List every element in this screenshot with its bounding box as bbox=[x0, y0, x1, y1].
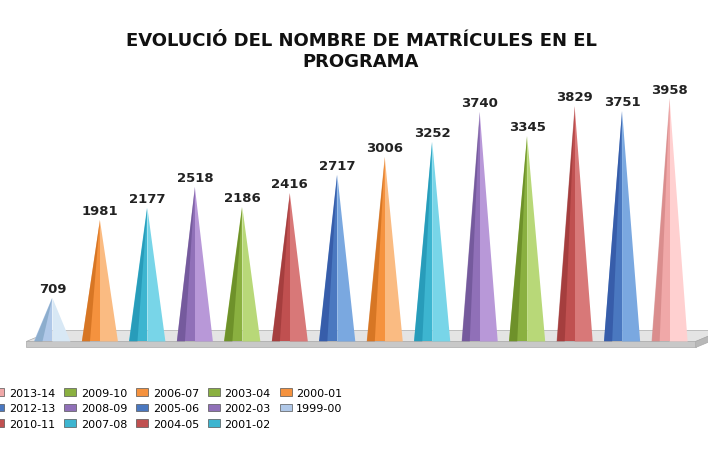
Polygon shape bbox=[195, 188, 213, 342]
Polygon shape bbox=[129, 208, 147, 342]
Polygon shape bbox=[479, 113, 497, 342]
Polygon shape bbox=[319, 175, 337, 342]
Polygon shape bbox=[337, 175, 355, 342]
Text: 3958: 3958 bbox=[651, 83, 688, 96]
Polygon shape bbox=[35, 298, 53, 342]
Polygon shape bbox=[26, 331, 722, 342]
Polygon shape bbox=[243, 208, 261, 342]
Polygon shape bbox=[367, 157, 385, 342]
Text: 2416: 2416 bbox=[271, 178, 308, 191]
Polygon shape bbox=[557, 107, 575, 342]
Polygon shape bbox=[26, 342, 696, 348]
Polygon shape bbox=[82, 220, 100, 342]
Polygon shape bbox=[651, 99, 669, 342]
Text: 3829: 3829 bbox=[556, 91, 593, 104]
Polygon shape bbox=[696, 331, 722, 348]
Polygon shape bbox=[100, 220, 118, 342]
Polygon shape bbox=[225, 208, 243, 342]
Text: 3252: 3252 bbox=[414, 126, 451, 139]
Polygon shape bbox=[414, 143, 432, 342]
Polygon shape bbox=[604, 112, 622, 342]
Polygon shape bbox=[432, 143, 451, 342]
Polygon shape bbox=[177, 188, 195, 342]
Text: 2177: 2177 bbox=[129, 193, 165, 206]
Polygon shape bbox=[319, 175, 337, 342]
Polygon shape bbox=[414, 143, 432, 342]
Text: 1981: 1981 bbox=[82, 205, 118, 218]
Text: 2717: 2717 bbox=[319, 159, 355, 172]
Polygon shape bbox=[147, 208, 165, 342]
Polygon shape bbox=[290, 194, 308, 342]
Polygon shape bbox=[509, 137, 527, 342]
Polygon shape bbox=[82, 220, 100, 342]
Polygon shape bbox=[129, 208, 147, 342]
Polygon shape bbox=[575, 107, 593, 342]
Polygon shape bbox=[385, 157, 403, 342]
Text: 3751: 3751 bbox=[604, 96, 640, 109]
Text: 2186: 2186 bbox=[224, 192, 261, 205]
Polygon shape bbox=[557, 107, 575, 342]
Polygon shape bbox=[53, 298, 71, 342]
Polygon shape bbox=[177, 188, 195, 342]
Text: EVOLUCIÓ DEL NOMBRE DE MATRÍCULES EN EL
PROGRAMA: EVOLUCIÓ DEL NOMBRE DE MATRÍCULES EN EL … bbox=[126, 32, 596, 71]
Polygon shape bbox=[461, 113, 479, 342]
Polygon shape bbox=[527, 137, 545, 342]
Polygon shape bbox=[271, 194, 290, 342]
Text: 2518: 2518 bbox=[176, 172, 213, 185]
Polygon shape bbox=[622, 112, 640, 342]
Polygon shape bbox=[604, 112, 622, 342]
Polygon shape bbox=[651, 99, 669, 342]
Polygon shape bbox=[271, 194, 290, 342]
Legend: 2013-14, 2012-13, 2010-11, 2009-10, 2008-09, 2007-08, 2006-07, 2005-06, 2004-05,: 2013-14, 2012-13, 2010-11, 2009-10, 2008… bbox=[0, 388, 343, 429]
Polygon shape bbox=[225, 208, 243, 342]
Polygon shape bbox=[509, 137, 527, 342]
Polygon shape bbox=[367, 157, 385, 342]
Polygon shape bbox=[35, 298, 53, 342]
Polygon shape bbox=[669, 99, 687, 342]
Text: 3006: 3006 bbox=[366, 142, 403, 155]
Polygon shape bbox=[461, 113, 479, 342]
Text: 3345: 3345 bbox=[509, 121, 546, 134]
Text: 709: 709 bbox=[39, 282, 66, 295]
Text: 3740: 3740 bbox=[461, 97, 498, 110]
